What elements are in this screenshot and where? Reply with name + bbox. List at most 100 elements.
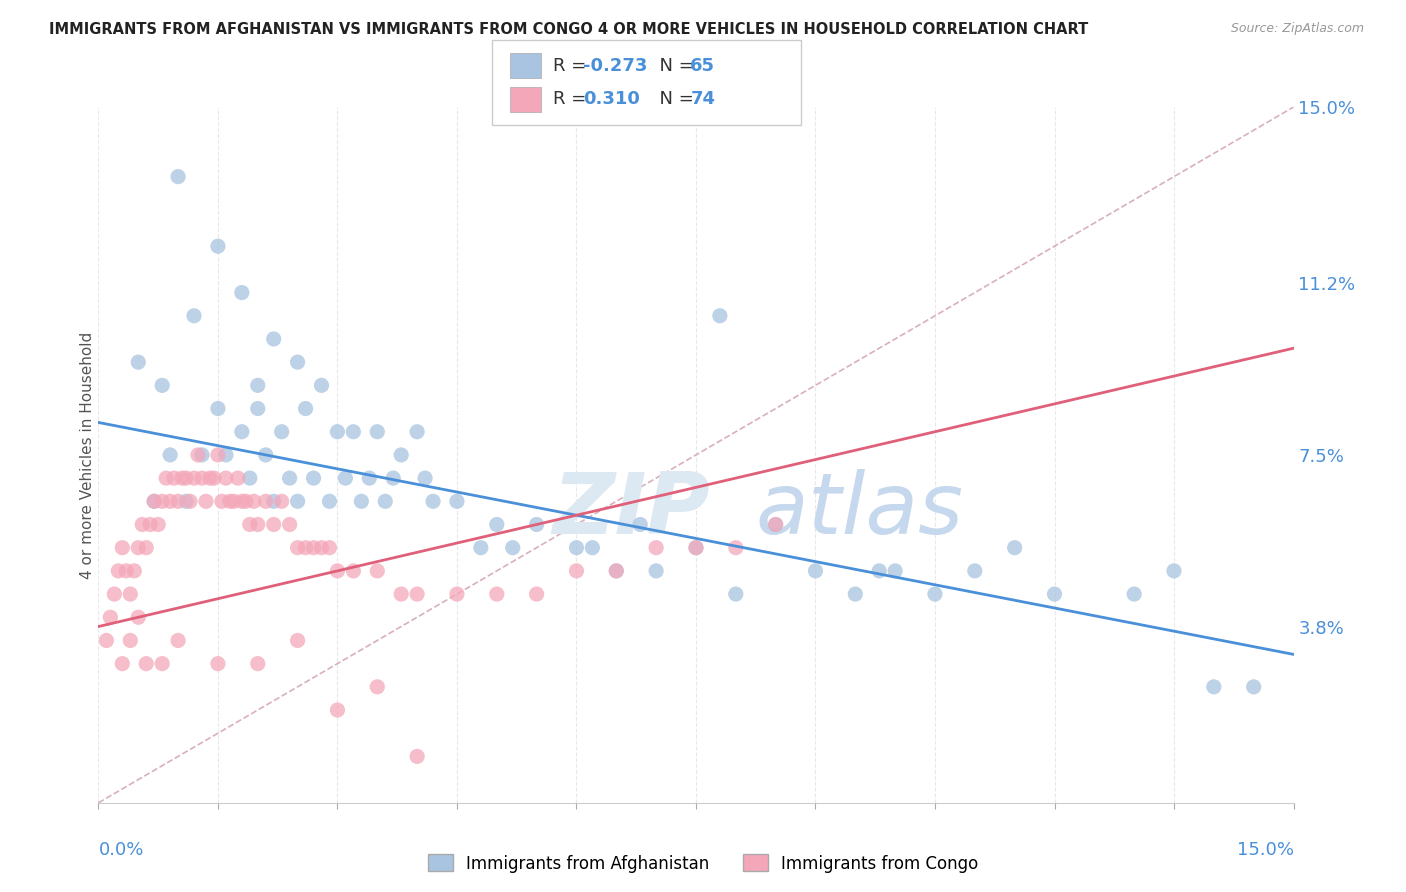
Point [311,541,333,555]
Point [159,448,181,462]
Point [207,401,229,416]
Point [1243,680,1265,694]
Point [270,494,292,508]
Point [239,517,262,532]
Point [278,471,301,485]
Point [246,401,269,416]
Point [868,564,890,578]
Point [183,309,205,323]
Point [179,494,201,508]
Point [195,494,218,508]
Point [172,471,194,485]
Point [167,494,190,508]
Point [1043,587,1066,601]
Point [226,471,249,485]
Point [470,541,492,555]
Point [526,517,548,532]
Point [215,471,238,485]
Point [924,587,946,601]
Point [246,378,269,392]
Text: R =: R = [553,57,592,75]
Text: 0.310: 0.310 [583,90,640,108]
Point [150,494,173,508]
Legend: Immigrants from Afghanistan, Immigrants from Congo: Immigrants from Afghanistan, Immigrants … [420,847,986,880]
Point [844,587,866,601]
Point [246,657,269,671]
Text: ZIP: ZIP [553,469,710,552]
Point [131,517,153,532]
Text: 65: 65 [690,57,716,75]
Text: 15.0%: 15.0% [1236,841,1294,859]
Point [207,239,229,253]
Point [243,494,266,508]
Point [1163,564,1185,578]
Point [207,657,229,671]
Point [294,401,316,416]
Text: N =: N = [648,90,700,108]
Point [150,657,173,671]
Point [326,564,349,578]
Point [565,541,588,555]
Point [187,448,209,462]
Point [645,541,668,555]
Point [350,494,373,508]
Point [422,494,444,508]
Point [231,494,253,508]
Point [302,541,325,555]
Point [724,541,747,555]
Point [565,564,588,578]
Point [231,425,253,439]
Point [366,680,388,694]
Point [143,494,166,508]
Point [485,587,508,601]
Point [685,541,707,555]
Point [231,285,253,300]
Point [374,494,396,508]
Point [103,587,125,601]
Point [263,517,285,532]
Point [150,378,173,392]
Point [115,564,138,578]
Point [167,169,190,184]
Point [326,425,349,439]
Point [526,587,548,601]
Point [1123,587,1146,601]
Point [342,564,364,578]
Point [127,610,149,624]
Text: 74: 74 [690,90,716,108]
Point [174,471,197,485]
Point [446,587,468,601]
Point [174,494,197,508]
Point [159,494,181,508]
Point [1004,541,1026,555]
Point [96,633,118,648]
Text: 0.0%: 0.0% [98,841,143,859]
Point [98,610,122,624]
Point [605,564,627,578]
Point [222,494,245,508]
Point [605,564,627,578]
Text: N =: N = [648,57,700,75]
Point [502,541,524,555]
Point [287,633,309,648]
Point [389,448,412,462]
Point [107,564,129,578]
Point [685,541,707,555]
Point [645,564,668,578]
Point [183,471,205,485]
Point [263,494,285,508]
Point [342,425,364,439]
Point [406,749,429,764]
Point [485,517,508,532]
Point [389,587,412,601]
Point [120,633,142,648]
Point [215,448,238,462]
Point [246,517,269,532]
Point [207,448,229,462]
Point [127,355,149,369]
Point [406,587,429,601]
Point [270,425,292,439]
Point [211,494,233,508]
Point [326,703,349,717]
Point [191,448,214,462]
